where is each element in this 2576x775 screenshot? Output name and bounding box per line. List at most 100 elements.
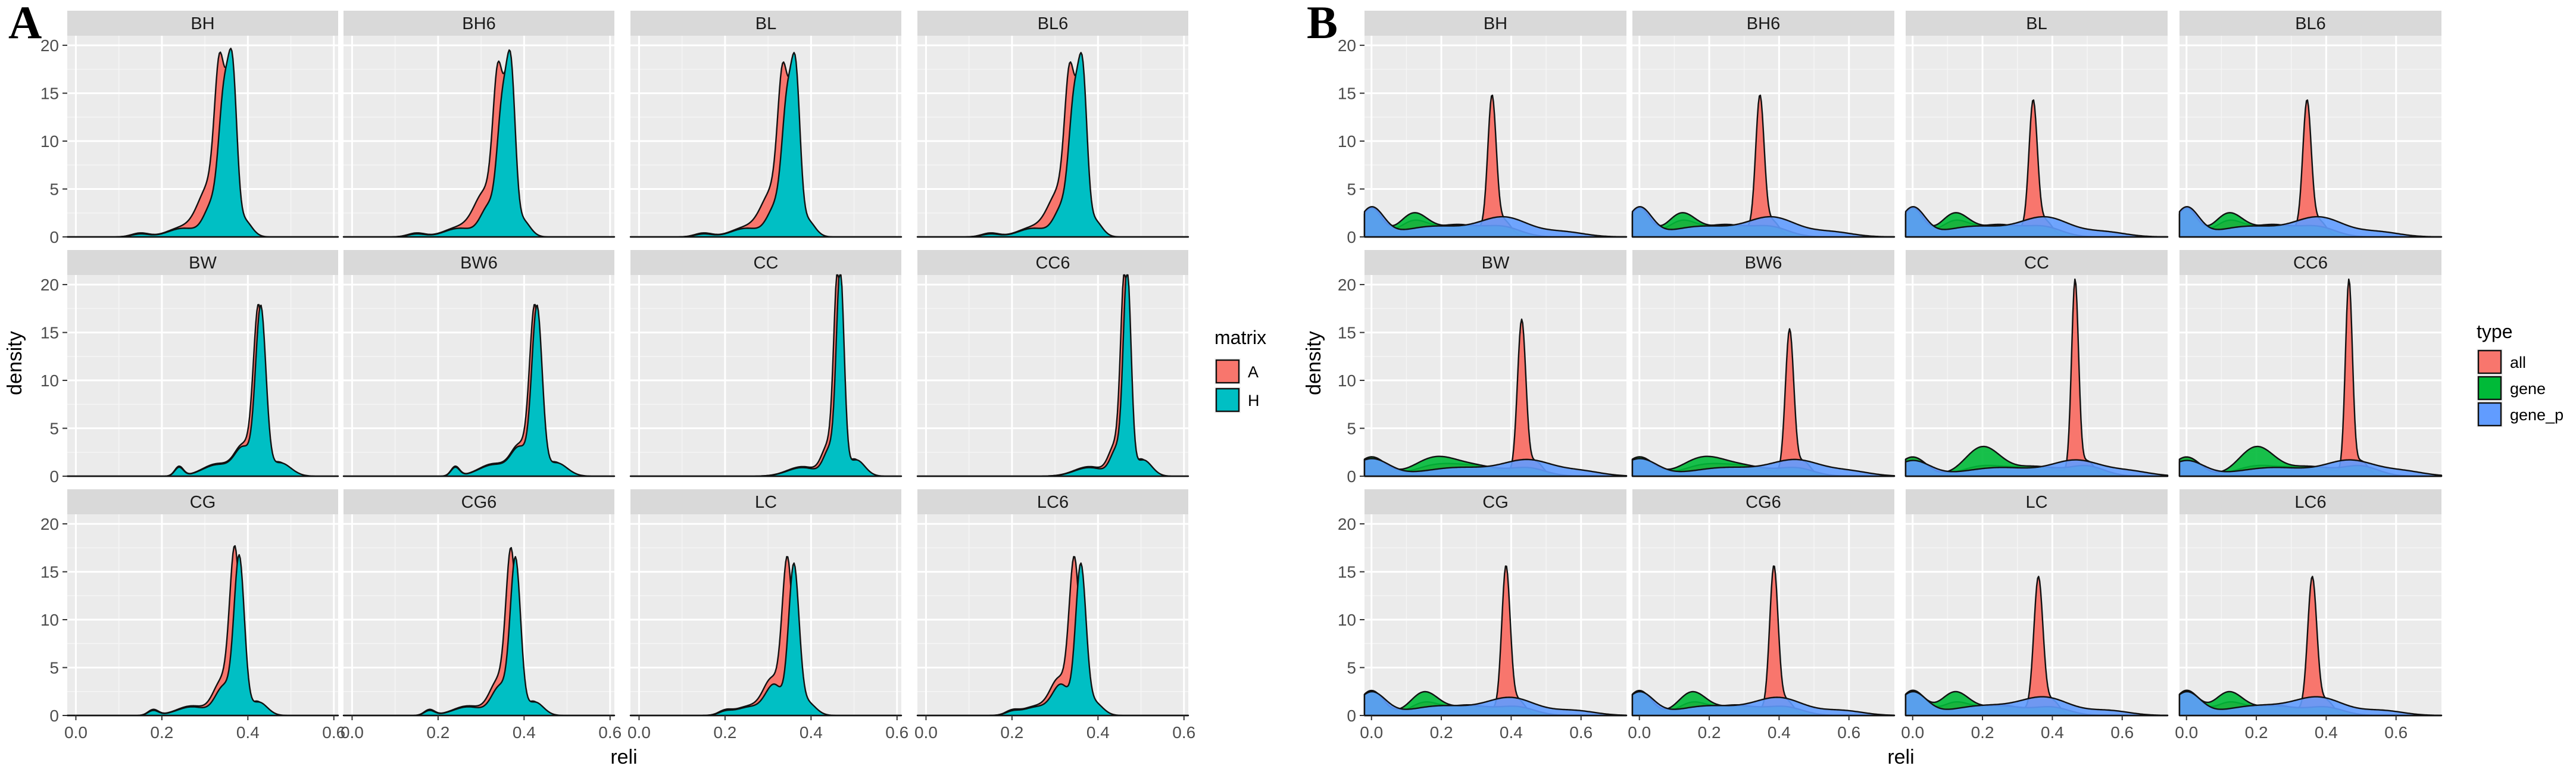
facet-strip [630, 11, 901, 36]
x-tick-label: 0.4 [2315, 723, 2338, 742]
plot-background [67, 275, 338, 476]
y-tick-label: 20 [40, 276, 59, 294]
facet-CC6: CC6 [2178, 250, 2443, 477]
y-tick-label: 20 [1338, 36, 1356, 55]
x-tick-label: 0.6 [2384, 723, 2408, 742]
facet-BW: BW 0 5 10 15 20 [40, 250, 339, 486]
facet-BL: BL [1904, 11, 2169, 238]
facet-strip-label: LC6 [2294, 493, 2326, 512]
x-tick-label: 0.0 [627, 723, 651, 742]
facet-strip [344, 11, 614, 36]
facet-strip-label: LC6 [1037, 493, 1069, 512]
density-gene_p [2178, 459, 2443, 477]
x-tick-label: 0.6 [1837, 723, 1860, 742]
facet-LC: LC 0.0 0.2 0.4 0.6 [1901, 489, 2169, 742]
x-tick-label: 0.4 [236, 723, 260, 742]
facet-strip [1365, 250, 1626, 275]
legend-swatch-H [1215, 388, 1240, 412]
density-H [916, 274, 1189, 477]
x-tick-label: 0.0 [1628, 723, 1651, 742]
y-tick-label: 10 [1338, 371, 1356, 390]
x-tick-label: 0.6 [1569, 723, 1593, 742]
legend-title: type [2477, 321, 2512, 342]
facet-CG6: CG6 0.0 0.2 0.4 0.6 [341, 489, 622, 742]
density-H [66, 304, 339, 477]
facet-strip [344, 489, 614, 514]
facet-strip-label: CC6 [2293, 254, 2328, 273]
facet-BL: BL [629, 11, 903, 238]
x-tick-label: 0.2 [713, 723, 736, 742]
facet-strip-label: LC [2025, 493, 2047, 512]
facet-BW6: BW6 [1631, 250, 1896, 477]
density-gene_p [1363, 206, 1628, 238]
density-H [342, 304, 616, 477]
density-H [629, 52, 903, 238]
facet-strip [67, 11, 338, 36]
facet-strip [67, 489, 338, 514]
y-tick-label: 15 [40, 563, 59, 582]
density-H [629, 274, 903, 477]
x-tick-label: 0.2 [1430, 723, 1453, 742]
density-H [342, 49, 616, 238]
panel-label: B [1307, 0, 1338, 48]
facet-strip-label: CC6 [1035, 254, 1070, 273]
y-tick-label: 15 [40, 85, 59, 103]
facet-strip [1632, 250, 1894, 275]
y-tick-label: 0 [49, 228, 59, 246]
facet-strip [2180, 250, 2441, 275]
y-tick-label: 5 [1347, 659, 1356, 677]
legend-swatch-gene_p [2477, 402, 2502, 427]
legend-label: gene_p [2510, 406, 2563, 424]
y-tick-label: 20 [40, 36, 59, 55]
density-H [66, 48, 339, 238]
y-tick-label: 15 [40, 324, 59, 342]
facet-strip-label: BL6 [1038, 14, 1069, 33]
y-tick-label: 0 [1347, 467, 1356, 486]
x-tick-label: 0.0 [1360, 723, 1383, 742]
density-H [916, 562, 1189, 717]
density-gene_p [1904, 459, 2169, 477]
facet-strip [344, 250, 614, 275]
facet-BL6: BL6 [2178, 11, 2443, 238]
facet-strip [917, 250, 1188, 275]
x-tick-label: 0.2 [150, 723, 173, 742]
y-tick-label: 0 [49, 707, 59, 725]
plot-background [344, 514, 614, 715]
facet-strip-label: BW [1482, 254, 1510, 273]
x-tick-label: 0.4 [1500, 723, 1523, 742]
plot-background [67, 514, 338, 715]
x-tick-label: 0.6 [2110, 723, 2134, 742]
density-gene_p [1904, 206, 2169, 238]
density-H [629, 562, 903, 717]
facet-strip [1906, 250, 2168, 275]
y-axis-title: density [1303, 331, 1325, 395]
x-tick-label: 0.0 [2175, 723, 2198, 742]
legend: matrix AH [1214, 327, 1266, 413]
y-tick-label: 10 [1338, 132, 1356, 151]
facet-strip [1906, 11, 2168, 36]
facet-strip [1632, 489, 1894, 514]
facet-BH6: BH6 [1631, 11, 1896, 238]
y-tick-label: 5 [1347, 420, 1356, 438]
facet-CC: CC [629, 250, 903, 477]
x-tick-label: 0.4 [1086, 723, 1110, 742]
facet-BH6: BH6 [342, 11, 616, 238]
x-tick-label: 0.2 [1698, 723, 1721, 742]
facet-strip-label: BH [191, 14, 214, 33]
x-tick-label: 0.6 [885, 723, 908, 742]
x-tick-label: 0.2 [1971, 723, 1994, 742]
legend-label: A [1248, 363, 1259, 381]
x-tick-label: 0.0 [64, 723, 88, 742]
x-tick-label: 0.2 [2245, 723, 2268, 742]
facet-strip-label: BH6 [1747, 14, 1780, 33]
x-tick-label: 0.4 [2041, 723, 2064, 742]
plot-background [344, 275, 614, 476]
facet-CG6: CG6 0.0 0.2 0.4 0.6 [1628, 489, 1896, 742]
facet-BH: BH 0 5 10 15 20 [40, 11, 339, 246]
facet-strip-label: BH6 [462, 14, 495, 33]
facet-strip-label: CC [2024, 254, 2049, 273]
panel-label: A [8, 0, 42, 48]
legend: type all gene gene_p [2477, 321, 2563, 427]
y-tick-label: 0 [49, 467, 59, 486]
facet-strip [917, 11, 1188, 36]
